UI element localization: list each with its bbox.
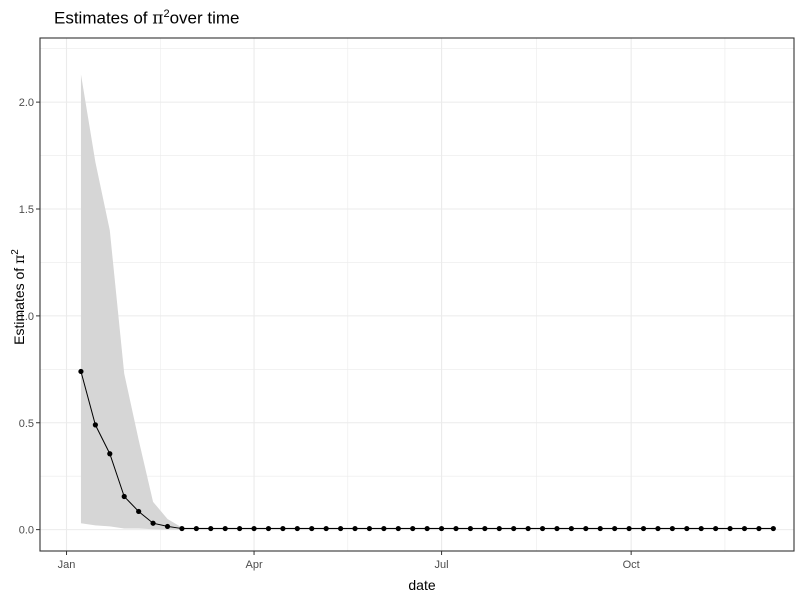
data-point — [294, 525, 300, 532]
data-point — [554, 525, 560, 532]
chart-title-prefix: Estimates of — [54, 8, 153, 28]
data-point — [381, 525, 387, 532]
data-point — [136, 508, 142, 515]
data-point — [741, 525, 748, 532]
data-point — [467, 525, 474, 532]
data-point — [323, 525, 329, 532]
data-point — [121, 493, 127, 500]
data-point — [713, 525, 719, 532]
chart-title: Estimates of π2over time — [54, 8, 240, 29]
series-line — [80, 371, 774, 530]
y-axis-title-prefix: Estimates of — [11, 264, 27, 345]
y-axis-title-symbol: π — [12, 255, 28, 264]
point-layer — [78, 368, 776, 532]
data-point — [756, 525, 762, 532]
data-point — [280, 525, 286, 532]
ribbon-layer — [80, 74, 774, 530]
x-axis-title: date — [408, 577, 435, 593]
data-point — [164, 523, 171, 530]
data-point — [237, 525, 243, 532]
data-point — [482, 525, 488, 532]
data-point — [92, 422, 98, 428]
chart-title-sup: 2 — [163, 8, 170, 20]
data-point — [612, 525, 618, 532]
data-point — [438, 525, 445, 532]
chart-title-symbol: π — [152, 8, 164, 29]
data-point — [727, 525, 733, 532]
confidence-ribbon — [80, 74, 774, 530]
data-point — [222, 525, 228, 532]
data-point — [251, 525, 257, 532]
data-point — [179, 525, 185, 532]
y-tick-label: 0.0 — [19, 525, 34, 537]
data-point — [309, 525, 315, 532]
y-tick-label: 0.5 — [19, 418, 34, 430]
data-point — [265, 525, 272, 532]
data-point — [410, 525, 416, 532]
data-point — [583, 525, 589, 532]
data-point — [525, 525, 531, 532]
data-point — [366, 525, 373, 532]
data-point — [107, 451, 113, 457]
data-point — [453, 525, 459, 532]
data-point — [640, 525, 647, 532]
data-point — [568, 525, 574, 532]
y-axis-title: Estimates of π2 — [10, 249, 28, 345]
chart-title-suffix: over time — [169, 8, 240, 28]
x-tick-label: Jan — [58, 559, 76, 571]
data-point — [698, 525, 704, 532]
data-point — [424, 525, 430, 532]
y-tick-label: 2.0 — [19, 97, 34, 109]
x-tick-label: Jul — [435, 559, 449, 571]
data-point — [669, 525, 675, 532]
line-layer — [80, 371, 774, 530]
data-point — [684, 525, 690, 532]
data-point — [337, 525, 344, 532]
data-point — [496, 525, 502, 532]
panel-border — [39, 37, 795, 552]
data-point — [150, 520, 156, 526]
data-point — [511, 525, 517, 532]
data-point — [655, 525, 661, 532]
data-point — [193, 525, 199, 532]
data-point — [539, 525, 546, 532]
x-tick-label: Oct — [623, 559, 640, 571]
axis-layer: 0.0 0.5 1.0 1.5 2.0 Jan Apr Jul Oct — [19, 37, 795, 571]
data-point — [208, 525, 214, 532]
data-point — [770, 525, 776, 532]
data-point — [352, 525, 358, 532]
data-point — [626, 525, 632, 532]
grid-layer — [40, 38, 794, 551]
y-tick-label: 1.0 — [19, 311, 34, 323]
data-point — [395, 525, 401, 532]
y-tick-label: 1.5 — [19, 204, 34, 216]
data-point — [78, 368, 84, 375]
x-tick-label: Apr — [245, 559, 262, 571]
data-point — [597, 525, 603, 532]
y-axis-title-sup: 2 — [10, 249, 21, 255]
